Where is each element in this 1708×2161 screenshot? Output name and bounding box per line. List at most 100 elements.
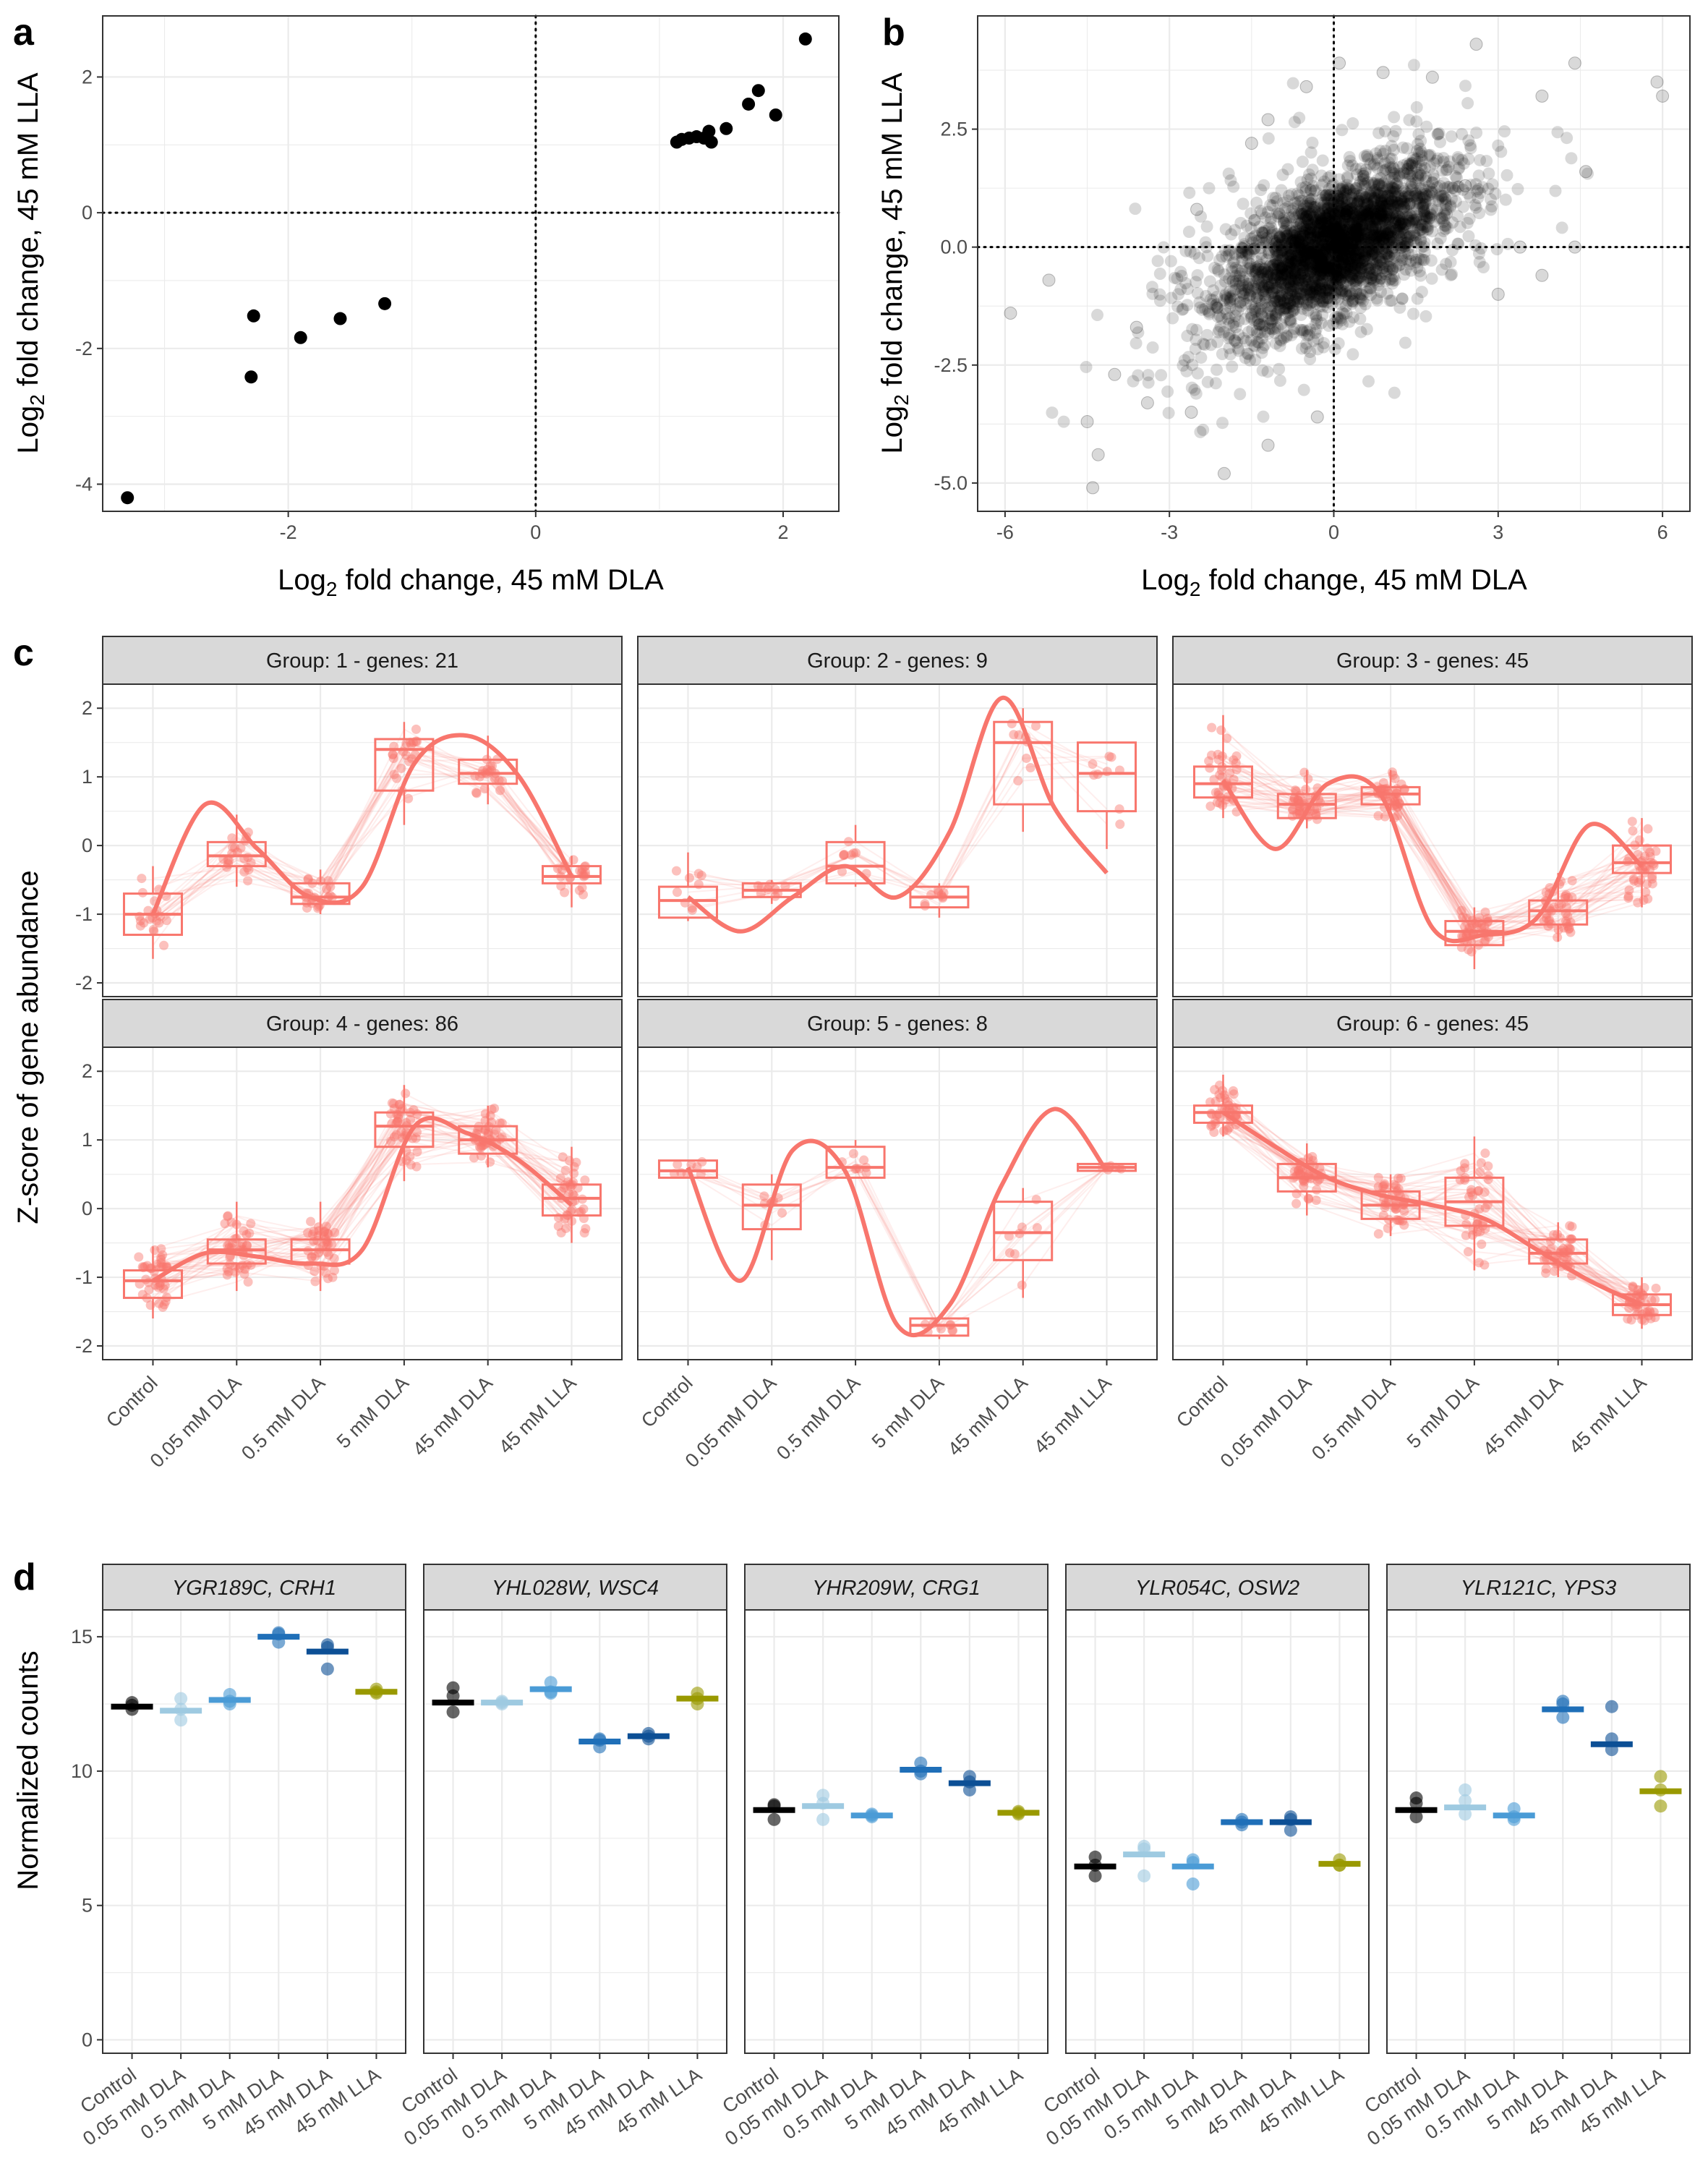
data-point (1328, 268, 1341, 281)
data-point (1499, 193, 1512, 206)
data-point (751, 84, 765, 98)
data-point (1407, 234, 1420, 247)
data-point (1362, 207, 1375, 220)
data-point (1259, 293, 1272, 306)
data-point (1386, 217, 1399, 230)
gene-point (1565, 1221, 1575, 1231)
data-point (1397, 166, 1410, 179)
data-point (1371, 152, 1384, 165)
gene-point (394, 1099, 404, 1109)
data-point (1419, 310, 1432, 323)
data-point (1354, 257, 1367, 270)
gene-point (1373, 1229, 1383, 1239)
plot-background (1173, 684, 1692, 997)
data-point (1351, 229, 1364, 242)
data-point (1315, 265, 1328, 278)
gene-point (560, 1165, 571, 1175)
data-point (1425, 272, 1438, 285)
gene-point (243, 876, 253, 886)
data-point (1419, 188, 1432, 201)
data-point (1472, 192, 1485, 205)
data-point (1312, 261, 1325, 274)
data-point (1335, 217, 1348, 230)
data-point (1209, 377, 1222, 390)
data-point (1309, 285, 1322, 298)
data-point (1295, 207, 1308, 220)
data-point (1318, 196, 1331, 209)
gene-point (947, 1326, 957, 1336)
data-point (1258, 338, 1271, 351)
data-point (1453, 161, 1466, 174)
facet-title: YLR054C, OSW2 (1135, 1577, 1299, 1600)
data-point (1306, 262, 1319, 275)
data-point (1480, 155, 1493, 168)
data-point (1271, 281, 1284, 294)
data-point (1349, 268, 1362, 281)
data-point (1224, 328, 1237, 341)
data-point (1352, 194, 1365, 207)
data-point (1278, 278, 1291, 291)
data-point (1370, 215, 1383, 228)
data-point (1317, 260, 1330, 273)
data-point (1376, 200, 1389, 213)
data-point (1383, 251, 1396, 264)
data-point (1331, 269, 1344, 282)
data-point (1394, 195, 1407, 208)
data-point (1250, 255, 1263, 268)
data-point (1386, 263, 1399, 276)
data-point (1351, 213, 1364, 226)
data-point (1166, 312, 1179, 325)
data-point (1388, 274, 1401, 287)
data-point (1294, 233, 1307, 246)
data-point (1331, 232, 1344, 245)
data-point (1333, 189, 1346, 202)
data-point (1301, 205, 1314, 218)
data-point (1302, 328, 1315, 341)
data-point (1255, 297, 1268, 310)
data-point (1383, 255, 1396, 268)
data-point (1359, 208, 1372, 221)
data-point (1262, 132, 1275, 145)
data-point (1376, 205, 1389, 218)
data-point (1296, 232, 1309, 245)
data-point (1227, 284, 1240, 297)
y-tick-label: -1 (75, 1266, 93, 1288)
data-point (1321, 211, 1334, 224)
data-point (1091, 309, 1104, 322)
gene-point (159, 940, 169, 950)
data-point (1412, 155, 1425, 169)
data-point (1406, 214, 1419, 227)
data-point (1257, 263, 1271, 276)
data-point (1227, 180, 1240, 193)
gene-point (1106, 752, 1116, 762)
data-point (1367, 213, 1380, 226)
data-point (1353, 272, 1366, 285)
data-point (1346, 219, 1359, 232)
data-point (1343, 182, 1356, 195)
data-point (1375, 239, 1388, 252)
data-point (1254, 242, 1267, 255)
data-point (1300, 279, 1313, 292)
data-point (1333, 213, 1346, 226)
data-point (1294, 251, 1307, 264)
data-point (1418, 221, 1431, 234)
data-point (1263, 281, 1276, 294)
data-point (1366, 247, 1379, 260)
data-point (1414, 168, 1427, 181)
data-point (1375, 211, 1388, 224)
gene-point (1378, 1181, 1388, 1191)
data-point (1492, 139, 1505, 152)
data-point (1307, 296, 1320, 309)
data-point (1297, 250, 1310, 263)
data-point (1216, 348, 1229, 361)
data-point (1347, 268, 1360, 281)
data-point (1385, 153, 1399, 166)
data-point (1297, 266, 1310, 279)
data-point (1246, 323, 1259, 336)
data-point (1339, 259, 1352, 272)
gene-point (568, 855, 578, 865)
data-point (1377, 189, 1390, 203)
data-point (1244, 257, 1257, 270)
data-point (1287, 303, 1300, 316)
data-point (1410, 189, 1423, 202)
